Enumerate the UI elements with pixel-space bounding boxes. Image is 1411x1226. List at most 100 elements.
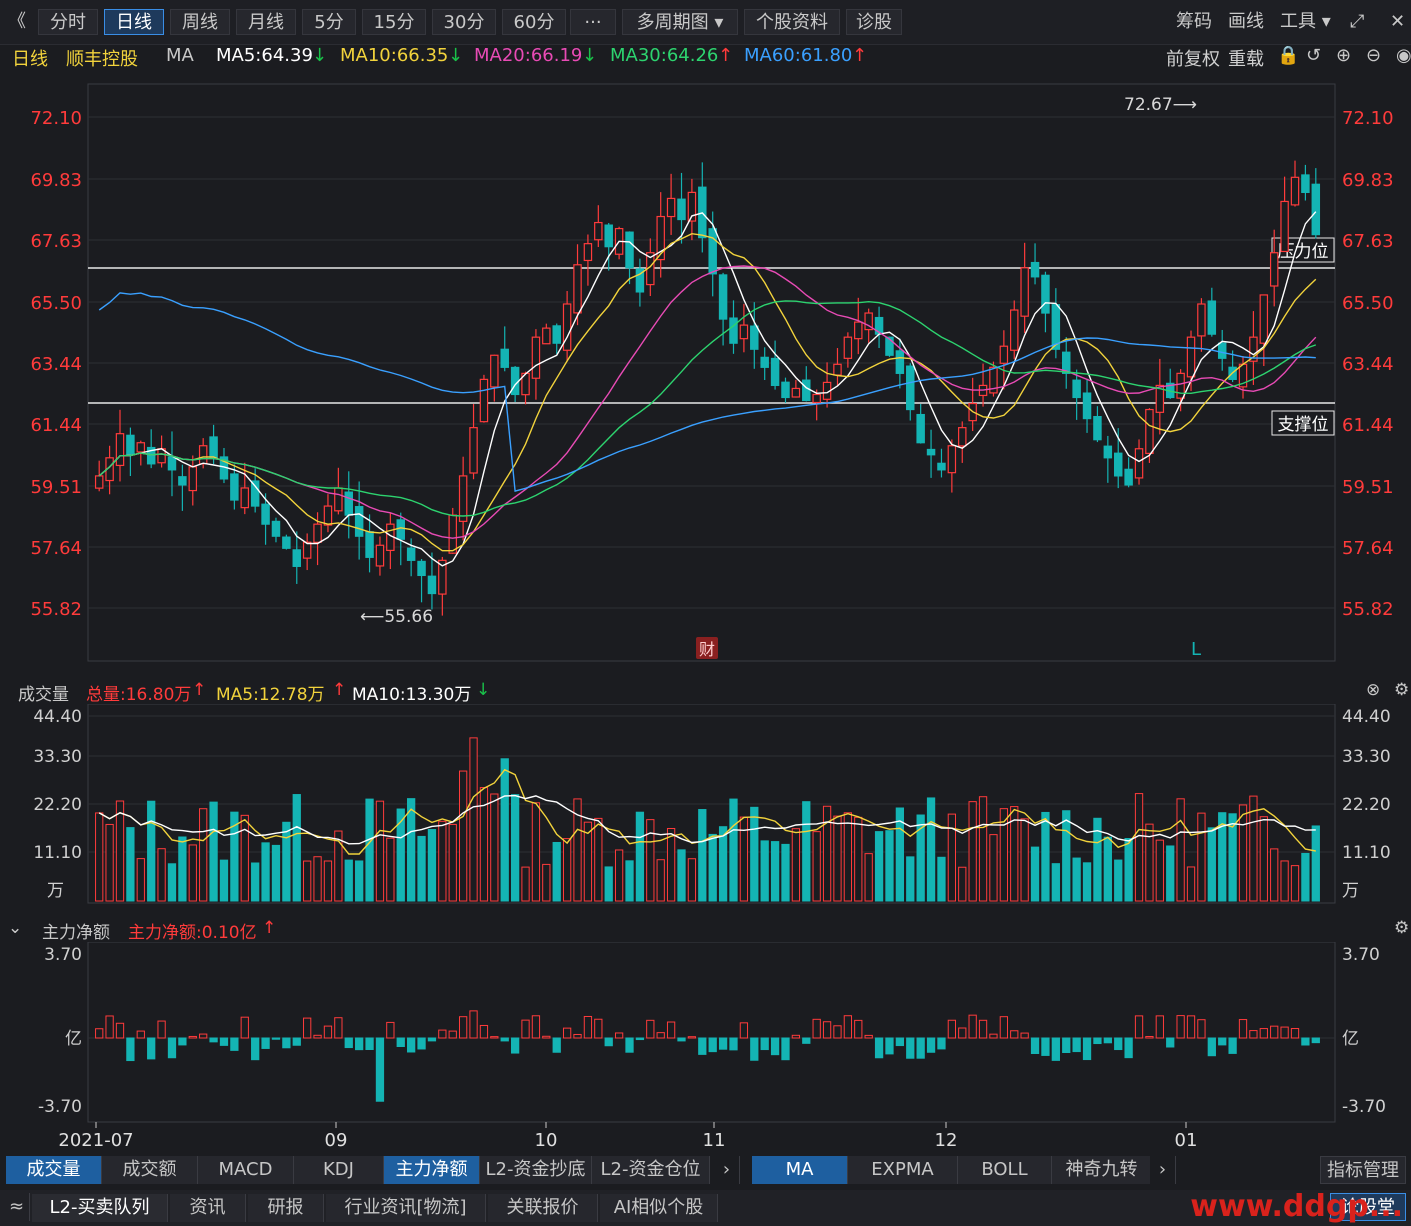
candle-body[interactable] [781,381,790,399]
netflow-bar[interactable] [583,1015,593,1039]
netflow-bar[interactable] [126,1037,135,1062]
volume-bar[interactable] [978,796,988,902]
candle-body[interactable] [916,413,925,444]
netflow-bar[interactable] [562,1027,572,1039]
candle-body[interactable] [1030,261,1040,278]
candle-body[interactable] [594,221,603,241]
volume-bar[interactable] [1238,804,1248,902]
candle-body[interactable] [656,215,665,261]
volume-bar[interactable] [1311,825,1320,902]
volume-bar[interactable] [115,800,125,902]
indicator-tab-4[interactable]: 主力净额 [384,1156,480,1184]
candle-body[interactable] [1145,408,1154,454]
volume-bar[interactable] [646,819,655,902]
indicator-tab-3[interactable]: KDJ [294,1156,384,1184]
candle-body[interactable] [677,198,686,221]
netflow-bar[interactable] [802,1037,811,1044]
volume-bar[interactable] [199,808,208,902]
volume-bar[interactable] [895,807,905,902]
netflow-bar[interactable] [1249,1030,1258,1039]
netflow-bar[interactable] [1301,1037,1310,1046]
volume-bar[interactable] [552,841,561,902]
netflow-bar[interactable] [469,1010,478,1039]
volume-bar[interactable] [271,844,281,902]
candle-body[interactable] [438,559,447,595]
netflow-bar[interactable] [95,1028,104,1039]
candle-body[interactable] [1134,448,1144,479]
candle-body[interactable] [334,487,343,512]
netflow-bar[interactable] [739,1022,749,1039]
candle-body[interactable] [999,345,1009,364]
netflow-bar[interactable] [1176,1015,1185,1039]
volume-bar[interactable] [989,834,998,902]
netflow-bar[interactable] [812,1018,821,1039]
candle-body[interactable] [490,354,499,388]
volume-bar[interactable] [95,812,104,902]
volume-bar[interactable] [864,853,873,902]
more-icon[interactable]: ◉ [1396,45,1411,66]
netflow-bar[interactable] [542,1035,551,1039]
netflow-bar[interactable] [105,1015,114,1039]
netflow-bar[interactable] [843,1015,853,1039]
candle-body[interactable] [344,491,353,516]
candle-body[interactable] [406,547,416,561]
volume-bar[interactable] [1062,810,1071,902]
candle-body[interactable] [895,350,905,374]
volume-bar[interactable] [209,801,218,902]
period-button-9[interactable]: 多周期图 ▾ [622,9,738,35]
candle-body[interactable] [365,531,374,558]
indicator-manage-button[interactable]: 指标管理 [1320,1156,1406,1184]
volume-bar[interactable] [573,798,582,902]
zoom-out-icon[interactable]: ⊖ [1366,45,1382,66]
netflow-bar[interactable] [1124,1037,1133,1059]
netflow-bar[interactable] [594,1018,603,1039]
volume-bar[interactable] [937,856,946,902]
volume-bar[interactable] [147,800,156,902]
volume-bar[interactable] [562,838,572,902]
netflow-bar[interactable] [157,1020,166,1039]
candle-body[interactable] [178,476,187,486]
candle-body[interactable] [1082,392,1092,420]
undo-icon[interactable]: ↺ [1306,45,1322,66]
volume-bar[interactable] [261,842,270,902]
netflow-bar[interactable] [490,1036,499,1039]
candle-body[interactable] [989,366,998,394]
tools-button[interactable]: 工具 ▾ [1280,11,1331,32]
candle-body[interactable] [906,365,915,411]
netflow-bar[interactable] [614,1032,624,1039]
volume-bar[interactable] [604,866,613,902]
netflow-bar[interactable] [219,1037,229,1046]
indicator-tab-0[interactable]: 成交量 [6,1156,102,1184]
volume-bar[interactable] [698,809,707,902]
volume-bar[interactable] [500,758,509,902]
period-button-10[interactable]: 个股资料 [744,9,840,35]
netflow-bar[interactable] [251,1037,260,1061]
candle-body[interactable] [1010,309,1019,351]
volume-bar[interactable] [1259,816,1268,902]
volume-bar[interactable] [323,860,333,902]
candle-body[interactable] [1176,372,1185,399]
netflow-bar[interactable] [417,1037,426,1050]
candle-body[interactable] [510,366,520,396]
candle-body[interactable] [282,536,291,549]
netflow-bar[interactable] [646,1019,655,1039]
netflow-bar[interactable] [1228,1037,1237,1054]
candle-body[interactable] [843,336,853,359]
close-icon[interactable]: ✕ [1390,11,1406,32]
netflow-bar[interactable] [1145,1036,1154,1039]
netflow-bar[interactable] [1155,1015,1164,1039]
netflow-bar[interactable] [895,1037,905,1047]
candle-body[interactable] [708,228,717,275]
netflow-bar[interactable] [906,1037,915,1059]
indicator-tab-5[interactable]: L2-资金抄底 [480,1156,592,1184]
settings-icon[interactable]: ⚙ [1394,918,1410,938]
netflow-bar[interactable] [167,1037,177,1059]
netflow-bar[interactable] [1207,1037,1216,1057]
zoom-in-icon[interactable]: ⊕ [1336,45,1352,66]
bottom-tab-3[interactable]: 行业资讯[物流] [326,1194,486,1222]
candle-body[interactable] [802,379,811,402]
volume-bar[interactable] [1155,839,1164,902]
candle-body[interactable] [635,268,645,293]
candle-body[interactable] [302,541,312,559]
volume-bar[interactable] [1114,859,1123,902]
